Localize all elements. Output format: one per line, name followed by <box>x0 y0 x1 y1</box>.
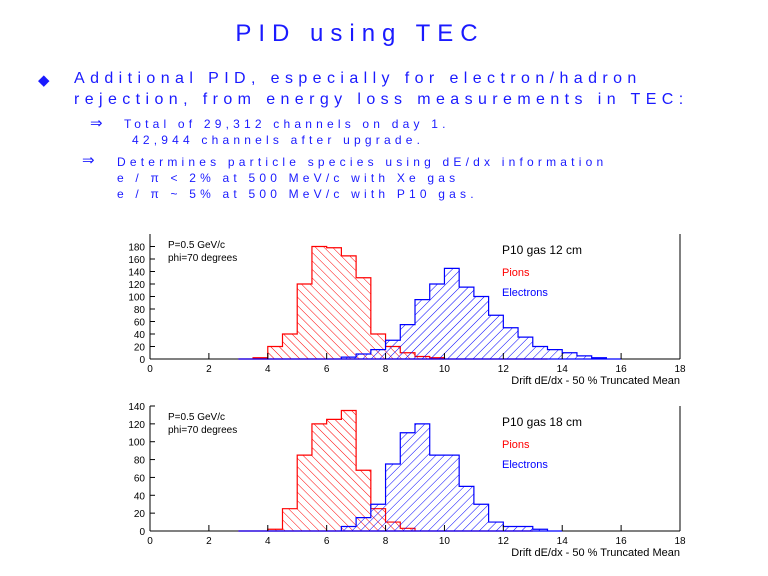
chart2-y-tick-label: 140 <box>128 402 145 413</box>
chart2-x-tick-label: 10 <box>439 536 451 547</box>
chart1-info-text: phi=70 degrees <box>168 253 237 264</box>
sub-bullet-species-line-3: e / π ~ 5% at 500 MeV/c with P10 gas. <box>117 187 478 201</box>
chart2-x-axis-label: Drift dE/dx - 50 % Truncated Mean <box>511 547 680 559</box>
chart1-legend-electrons: Electrons <box>502 287 548 299</box>
chart2-x-tick-label: 0 <box>147 536 153 547</box>
chart2-y-tick-label: 60 <box>134 473 146 484</box>
sub-bullet-channels: Total of 29,312 channels on day 1. 42,94… <box>124 116 450 148</box>
chart2-x-tick-label: 16 <box>616 536 628 547</box>
chart2-y-tick-label: 120 <box>128 420 145 431</box>
chart1-y-tick-label: 120 <box>128 280 145 291</box>
chart1-y-tick-label: 60 <box>134 318 146 329</box>
main-bullet-line-1: Additional PID, especially for electron/… <box>74 70 642 87</box>
chart1-legend-title: P10 gas 12 cm <box>502 243 582 257</box>
chart1-y-tick-label: 160 <box>128 255 145 266</box>
sub-bullet-species-line-1: Determines particle species using dE/dx … <box>117 155 608 169</box>
chart1-x-tick-label: 0 <box>147 364 153 375</box>
chart2-y-tick-label: 80 <box>134 456 146 467</box>
chart1-x-tick-label: 10 <box>439 364 451 375</box>
chart1-x-tick-label: 18 <box>674 364 686 375</box>
chart1-x-tick-label: 16 <box>616 364 628 375</box>
sub-bullet-species: Determines particle species using dE/dx … <box>117 154 607 202</box>
chart2-x-tick-label: 8 <box>383 536 389 547</box>
chart1-legend-pions: Pions <box>502 267 530 279</box>
chart2-legend-pions: Pions <box>502 439 530 451</box>
sub-bullet-species-line-2: e / π < 2% at 500 MeV/c with Xe gas <box>117 171 460 185</box>
chart1-x-tick-label: 12 <box>498 364 510 375</box>
chart2-y-tick-label: 100 <box>128 438 145 449</box>
chart2-x-tick-label: 12 <box>498 536 510 547</box>
chart1-y-tick-label: 0 <box>139 355 145 366</box>
chart1-y-tick-label: 100 <box>128 293 145 304</box>
chart1-y-tick-label: 140 <box>128 268 145 279</box>
chart1-x-tick-label: 2 <box>206 364 212 375</box>
main-bullet: Additional PID, especially for electron/… <box>74 68 689 110</box>
chart2-info-text: phi=70 degrees <box>168 425 237 436</box>
chart2-y-tick-label: 20 <box>134 509 146 520</box>
chart1-y-tick-label: 40 <box>134 330 146 341</box>
chart2-y-tick-label: 40 <box>134 491 146 502</box>
chart1-y-tick-label: 80 <box>134 305 146 316</box>
chart1-x-tick-label: 6 <box>324 364 330 375</box>
chart1-info-text: P=0.5 GeV/c <box>168 240 225 251</box>
chart2-x-tick-label: 2 <box>206 536 212 547</box>
main-bullet-line-2: rejection, from energy loss measurements… <box>74 91 689 108</box>
chart1-x-tick-label: 8 <box>383 364 389 375</box>
chart2-info-text: P=0.5 GeV/c <box>168 412 225 423</box>
sub-bullet-channels-line-1: Total of 29,312 channels on day 1. <box>124 117 450 131</box>
slide-title: PID using TEC <box>235 20 485 47</box>
implies-arrow-icon: ⇒ <box>90 115 103 132</box>
chart1-x-axis-label: Drift dE/dx - 50 % Truncated Mean <box>511 375 680 387</box>
chart2-legend-electrons: Electrons <box>502 459 548 471</box>
chart2-x-tick-label: 4 <box>265 536 271 547</box>
implies-arrow-icon: ⇒ <box>82 152 95 169</box>
chart1-histogram-electrons <box>238 267 622 360</box>
sub-bullet-channels-line-2: 42,944 channels after upgrade. <box>132 133 425 147</box>
chart1-y-tick-label: 180 <box>128 243 145 254</box>
chart2-y-tick-label: 0 <box>139 527 145 538</box>
chart2-x-tick-label: 18 <box>674 536 686 547</box>
chart2-x-tick-label: 6 <box>324 536 330 547</box>
chart2-x-tick-label: 14 <box>557 536 569 547</box>
chart1-x-tick-label: 14 <box>557 364 569 375</box>
bullet-diamond-icon: ◆ <box>38 72 50 89</box>
chart1-x-tick-label: 4 <box>265 364 271 375</box>
chart2-legend-title: P10 gas 18 cm <box>502 415 582 429</box>
chart1-y-tick-label: 20 <box>134 343 146 354</box>
